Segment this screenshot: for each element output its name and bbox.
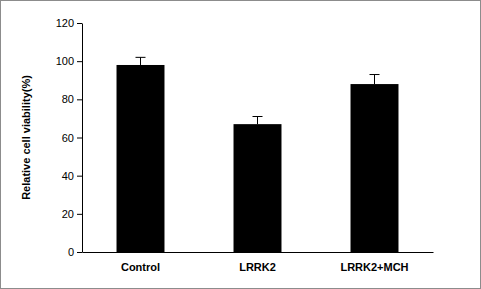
- y-tick: 40: [62, 170, 82, 182]
- y-tick: 120: [56, 17, 82, 29]
- frame: [1, 1, 481, 289]
- y-axis: 0 20 40 60 80 100 120: [56, 17, 83, 258]
- error-bar-stem: [140, 57, 141, 65]
- y-axis-title: Relative cell viability(%): [20, 75, 32, 200]
- y-tick-mark: [77, 99, 82, 100]
- y-tick: 0: [68, 246, 82, 258]
- error-bar-cap: [136, 57, 146, 58]
- y-tick: 20: [62, 208, 82, 220]
- error-bar: [253, 117, 263, 125]
- y-axis-line: [82, 24, 83, 253]
- x-tick: Control: [121, 252, 160, 273]
- y-tick-label: 0: [68, 246, 74, 258]
- x-tick-label: LRRK2: [239, 261, 276, 273]
- y-tick-mark: [77, 176, 82, 177]
- x-tick: LRRK2: [239, 252, 276, 273]
- y-tick-mark: [77, 61, 82, 62]
- x-tick-label: Control: [121, 261, 160, 273]
- y-tick-label: 100: [56, 55, 74, 67]
- y-tick-label: 40: [62, 170, 74, 182]
- x-axis-line: [83, 252, 434, 253]
- y-tick: 60: [62, 132, 82, 144]
- chart: 0 20 40 60 80 100 120 Control LRRK2 LRRK2+MCH Rela…: [0, 0, 481, 289]
- error-bar-cap: [253, 116, 263, 117]
- y-tick-label: 80: [62, 93, 74, 105]
- y-tick-label: 120: [56, 17, 74, 29]
- y-tick-mark: [77, 23, 82, 24]
- x-axis: Control LRRK2 LRRK2+MCH: [83, 252, 434, 273]
- y-tick-label: 20: [62, 208, 74, 220]
- y-tick: 100: [56, 55, 82, 67]
- y-tick-mark: [77, 214, 82, 215]
- x-tick-label: LRRK2+MCH: [340, 261, 408, 273]
- error-bar-stem: [374, 75, 375, 85]
- error-bar: [370, 75, 380, 85]
- error-bar-cap: [370, 74, 380, 75]
- y-tick-mark: [77, 138, 82, 139]
- y-tick: 80: [62, 93, 82, 105]
- bar: [351, 84, 399, 252]
- plot-area: [117, 57, 399, 252]
- y-tick-mark: [77, 252, 82, 253]
- error-bar-stem: [257, 117, 258, 125]
- y-tick-label: 60: [62, 132, 74, 144]
- error-bar: [136, 57, 146, 65]
- bar: [234, 124, 282, 252]
- x-tick: LRRK2+MCH: [340, 252, 408, 273]
- bar: [117, 65, 165, 252]
